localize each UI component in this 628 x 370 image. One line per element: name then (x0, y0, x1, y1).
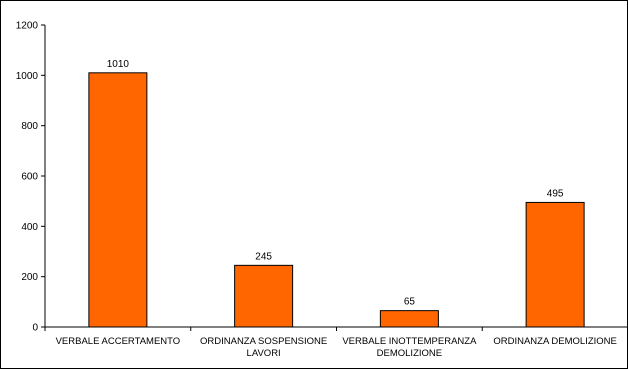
y-tick-label: 200 (21, 272, 38, 283)
y-tick-label: 1000 (16, 71, 39, 82)
y-tick-label: 1200 (16, 21, 39, 32)
bar (379, 310, 439, 328)
data-label: 245 (255, 251, 272, 262)
bar (234, 264, 294, 328)
bars (88, 72, 585, 328)
data-label: 65 (404, 297, 416, 308)
bar (525, 201, 585, 328)
category-label: VERBALE INOTTEMPERANZA (342, 336, 477, 347)
y-tick-label: 800 (21, 121, 38, 132)
data-label: 1010 (107, 59, 130, 70)
category-label: DEMOLIZIONE (377, 348, 442, 359)
labels: 1010 VERBALE ACCERTAMENTO 245 ORDINANZA SOS… (56, 59, 617, 359)
y-tick-label: 400 (21, 222, 38, 233)
data-label: 495 (547, 188, 564, 199)
category-label: ORDINANZA SOSPENSIONE (200, 336, 327, 347)
y-tick-label: 0 (32, 323, 38, 334)
y-tick-label: 600 (21, 172, 38, 183)
category-label: LAVORI (247, 348, 281, 359)
category-label: ORDINANZA DEMOLIZIONE (493, 336, 617, 347)
category-label: VERBALE ACCERTAMENTO (56, 336, 181, 347)
bar (88, 72, 148, 328)
